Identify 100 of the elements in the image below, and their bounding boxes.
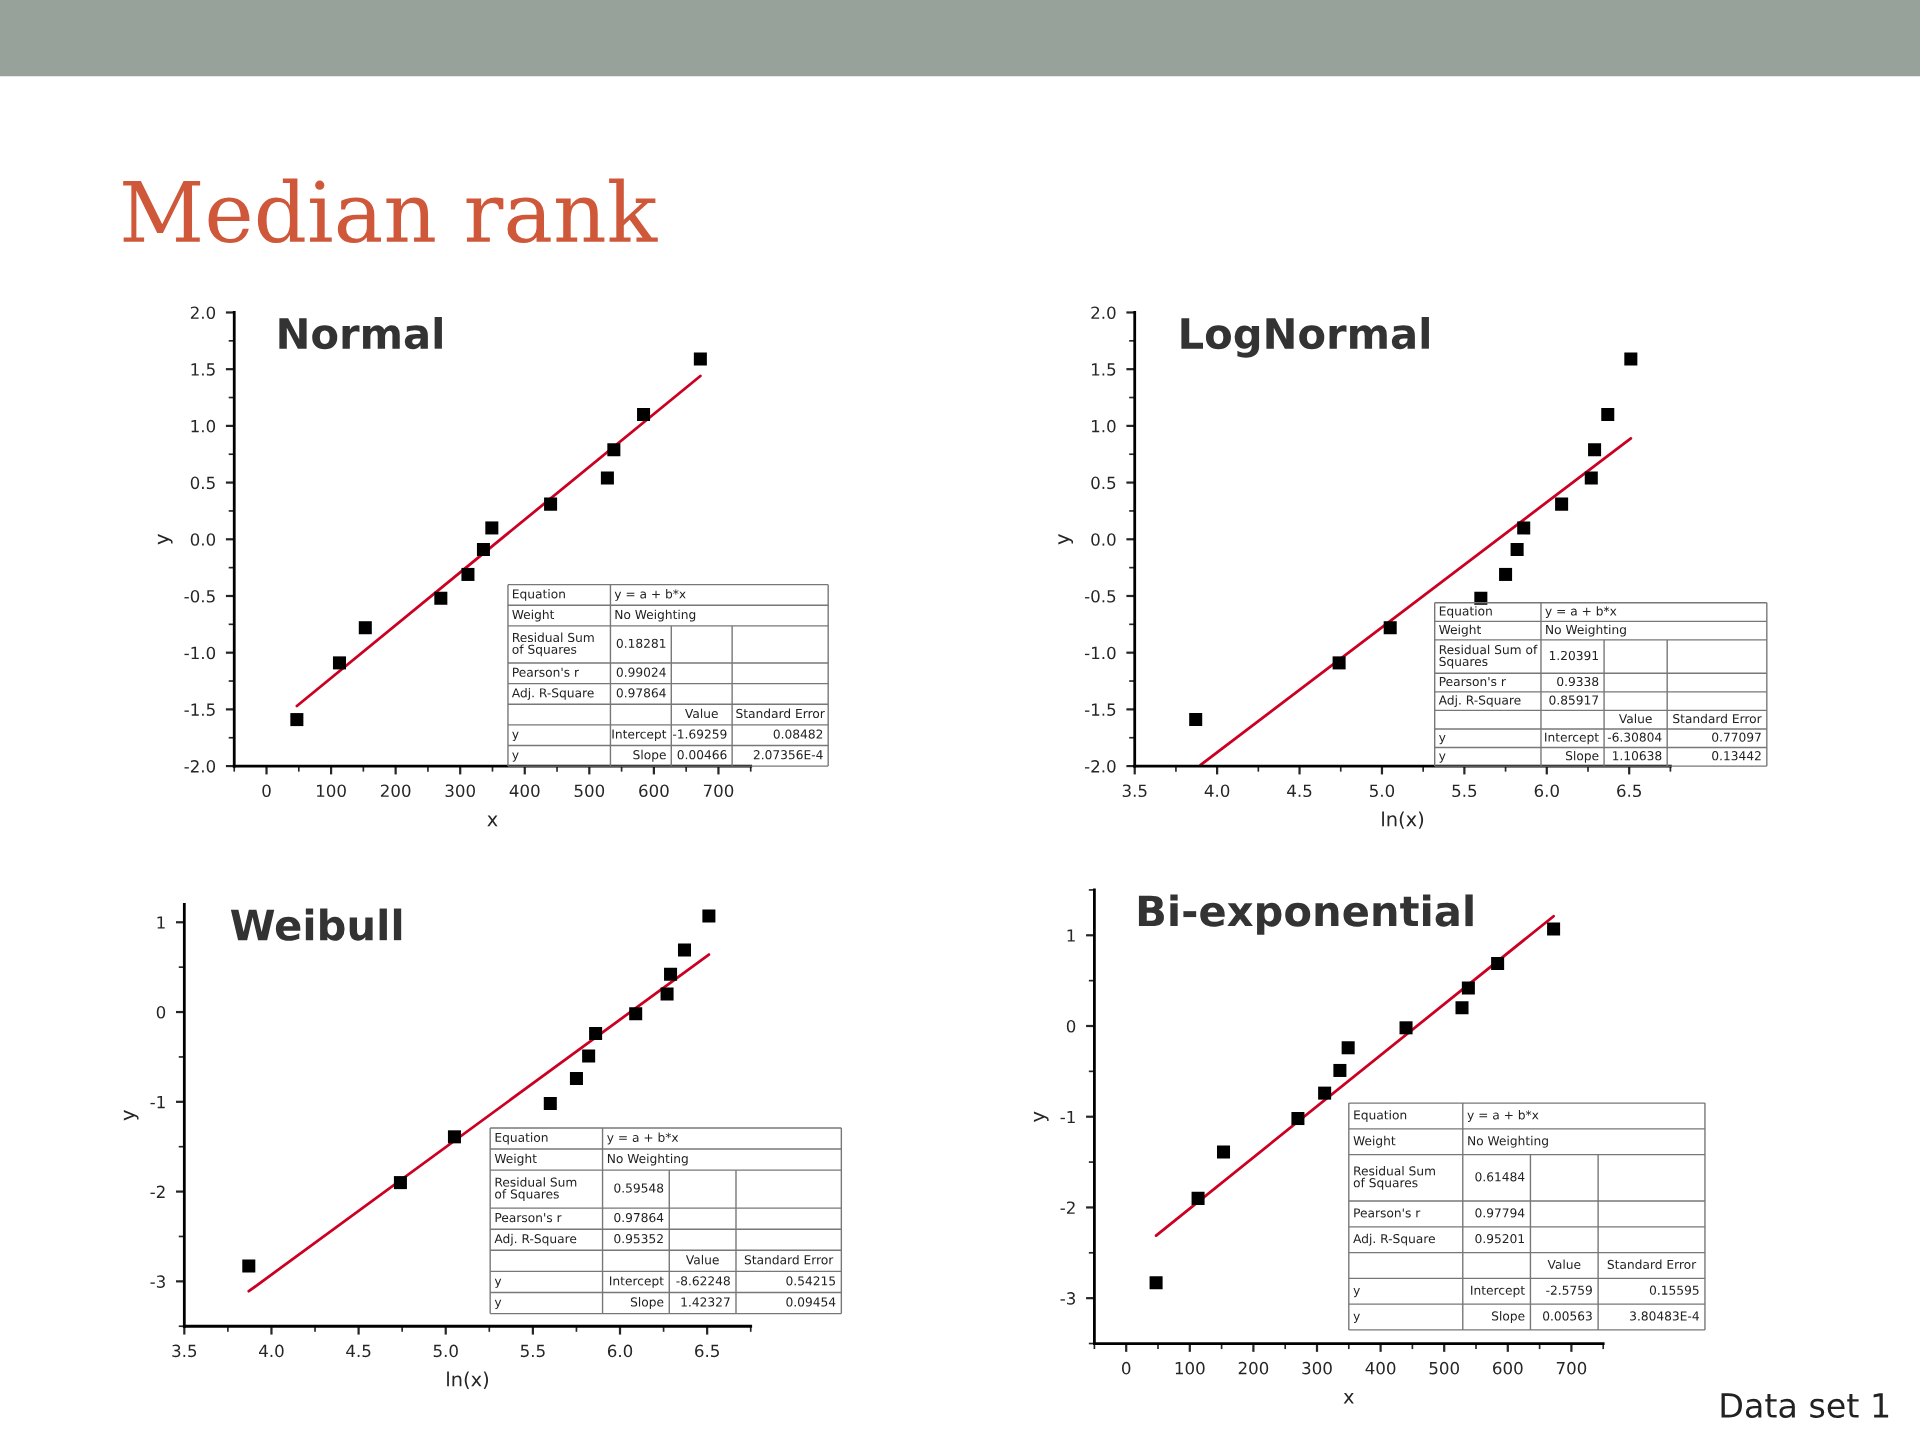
x-tick-label: 0 [262, 784, 271, 798]
y-axis-title: y [1058, 534, 1074, 545]
y-tick-label: 1.5 [1091, 363, 1116, 376]
y-tick-label: -1.0 [1084, 646, 1116, 660]
y-tick-label: 2.0 [1091, 306, 1116, 320]
y-axis-title: y [1033, 1111, 1049, 1122]
point [1601, 408, 1615, 422]
x-tick-label: 400 [1365, 1361, 1396, 1375]
y-tick-label: 0.5 [1091, 476, 1116, 490]
x-tick-label: 6.0 [1534, 784, 1559, 798]
y-tick-label: 1 [1067, 929, 1075, 942]
x-tick-label: 4.5 [1287, 784, 1312, 798]
point [543, 1097, 557, 1111]
point [1491, 956, 1505, 970]
point [544, 497, 558, 511]
point [1624, 352, 1638, 366]
point [358, 621, 372, 635]
y-tick-label: 1.5 [191, 363, 215, 376]
x-tick-label: 0 [1122, 1361, 1131, 1375]
chart-title: Normal [279, 317, 442, 350]
x-tick-label: 3.5 [172, 1344, 197, 1358]
x-tick-label: 700 [703, 784, 734, 798]
y-tick-label: -0.5 [1084, 589, 1116, 603]
y-tick-label: 1 [157, 916, 165, 929]
point [1333, 1063, 1347, 1077]
point [569, 1071, 583, 1085]
point [447, 1130, 461, 1144]
point [1584, 471, 1598, 485]
y-tick-label: -1 [1060, 1110, 1075, 1124]
y-tick-label: -2 [1060, 1201, 1075, 1214]
point [1499, 567, 1513, 581]
x-axis-title: ln(x) [1382, 811, 1424, 829]
x-axis-title: x [1343, 1392, 1354, 1404]
x-tick-label: 5.0 [1369, 784, 1395, 798]
y-tick-label: -2.0 [184, 760, 216, 773]
point [664, 967, 678, 981]
x-tick-label: 100 [1175, 1361, 1205, 1375]
y-tick-label: 1.0 [1091, 419, 1116, 433]
y-axis-title: y [123, 1110, 139, 1121]
point [589, 1027, 603, 1041]
point [637, 408, 651, 422]
x-tick-label: 300 [445, 784, 475, 798]
point [242, 1259, 256, 1273]
point [629, 1007, 643, 1021]
x-tick-label: 4.0 [259, 1344, 284, 1358]
point [1461, 981, 1475, 995]
point [1189, 713, 1203, 727]
x-tick-label: 5.5 [1452, 784, 1477, 798]
x-tick-label: 6.5 [695, 1344, 719, 1358]
chart-title: Weibull [230, 908, 402, 941]
point [582, 1049, 596, 1063]
point [1191, 1191, 1205, 1205]
point [1341, 1041, 1355, 1055]
y-tick-label: -1 [150, 1096, 165, 1109]
point [1455, 1001, 1469, 1015]
y-tick-label: -2.0 [1084, 760, 1116, 773]
point [1399, 1021, 1413, 1035]
point [1149, 1276, 1163, 1290]
y-tick-label: -1.5 [1084, 703, 1116, 716]
point [461, 567, 475, 581]
y-tick-label: 0 [156, 1006, 166, 1019]
y-tick-label: -2 [150, 1185, 165, 1198]
x-tick-label: 6.5 [1617, 784, 1641, 798]
x-tick-label: 3.5 [1122, 784, 1147, 798]
x-tick-label: 200 [380, 784, 411, 798]
x-tick-label: 5.5 [520, 1344, 545, 1358]
y-tick-label: -3 [150, 1275, 165, 1288]
x-tick-label: 4.5 [346, 1344, 371, 1358]
y-tick-label: -3 [1060, 1292, 1076, 1305]
y-axis-title: y [157, 534, 173, 545]
chart-title: Bi-exponential [1138, 894, 1473, 935]
x-tick-label: 5.0 [433, 1344, 458, 1358]
x-tick-label: 600 [639, 784, 669, 798]
y-tick-label: -1.0 [184, 646, 216, 660]
point [1216, 1145, 1231, 1159]
y-tick-label: 1.0 [191, 419, 216, 433]
x-axis-title: ln(x) [447, 1371, 489, 1389]
x-tick-label: 600 [1493, 1361, 1523, 1375]
point [393, 1176, 407, 1190]
y-tick-label: 0.0 [190, 533, 216, 546]
text: Median rank [123, 178, 658, 244]
x-axis-title: x [487, 815, 498, 827]
y-tick-label: -0.5 [184, 589, 215, 603]
point [1318, 1086, 1332, 1100]
point [1588, 443, 1602, 457]
point [434, 591, 448, 605]
point [1291, 1112, 1305, 1126]
x-tick-label: 6.0 [607, 1344, 633, 1358]
point [702, 909, 716, 923]
point [1383, 621, 1397, 635]
point [1517, 521, 1531, 535]
x-tick-label: 400 [509, 784, 540, 798]
point [693, 352, 707, 366]
x-tick-label: 200 [1238, 1361, 1269, 1375]
point [1555, 497, 1569, 511]
x-tick-label: 100 [317, 784, 346, 798]
point [660, 987, 674, 1001]
point [476, 542, 490, 556]
x-tick-label: 700 [1556, 1361, 1587, 1375]
x-tick-label: 300 [1302, 1361, 1332, 1375]
